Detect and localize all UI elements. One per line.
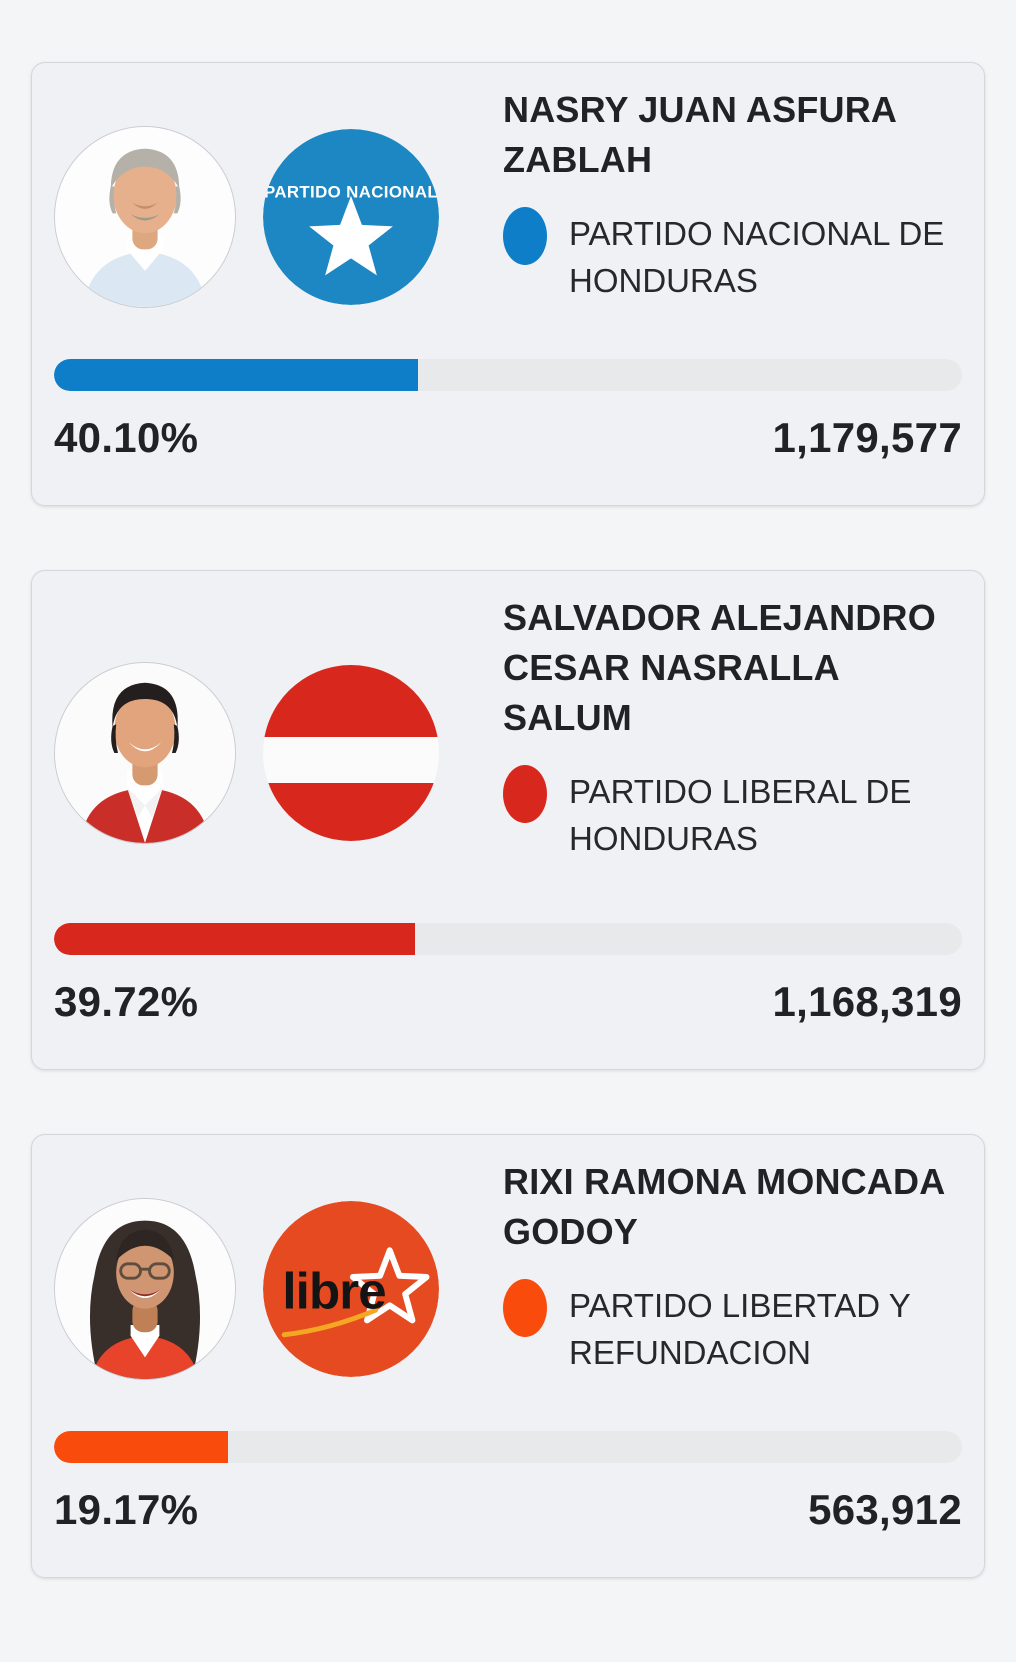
vote-progress-track	[54, 1431, 962, 1463]
candidate-info: RIXI RAMONA MONCADA GODOY PARTIDO LIBERT…	[503, 1147, 962, 1431]
stats-row: 19.17% 563,912	[54, 1489, 962, 1531]
candidate-info: SALVADOR ALEJANDRO CESAR NASRALLA SALUM …	[503, 583, 962, 923]
candidate-card: SALVADOR ALEJANDRO CESAR NASRALLA SALUM …	[31, 570, 985, 1070]
party-row: PARTIDO LIBERTAD Y REFUNDACION	[503, 1279, 962, 1376]
party-row: PARTIDO LIBERAL DE HONDURAS	[503, 765, 962, 862]
older-man-avatar-illustration	[55, 127, 235, 307]
votes-label: 1,168,319	[772, 978, 962, 1025]
party-color-dot	[503, 207, 547, 265]
votes-label: 1,179,577	[772, 414, 962, 461]
vote-progress-track	[54, 359, 962, 391]
candidate-name: SALVADOR ALEJANDRO CESAR NASRALLA SALUM	[503, 597, 936, 738]
partido-nacional-logo-icon: PARTIDO NACIONAL	[263, 129, 439, 305]
stats-row: 40.10% 1,179,577	[54, 417, 962, 459]
star-icon	[309, 195, 393, 276]
candidate-name: RIXI RAMONA MONCADA GODOY	[503, 1161, 946, 1252]
candidate-media	[54, 662, 439, 844]
party-name: PARTIDO LIBERAL DE HONDURAS	[569, 773, 912, 857]
card-top-section: libre RIXI RAMONA MONCADA GODOY PARTIDO …	[54, 1147, 962, 1431]
candidate-info: NASRY JUAN ASFURA ZABLAH PARTIDO NACIONA…	[503, 75, 962, 359]
candidate-photo	[54, 1198, 236, 1380]
candidate-media: libre	[54, 1198, 439, 1380]
party-color-dot	[503, 765, 547, 823]
percent-label: 19.17%	[54, 1486, 199, 1533]
percent-label: 39.72%	[54, 978, 199, 1025]
candidate-media: PARTIDO NACIONAL	[54, 126, 439, 308]
stats-row: 39.72% 1,168,319	[54, 981, 962, 1023]
candidate-card: PARTIDO NACIONAL NASRY JUAN ASFURA ZABLA…	[31, 62, 985, 506]
man-red-jacket-avatar-illustration	[55, 663, 235, 843]
vote-progress-fill	[54, 923, 415, 955]
vote-progress-track	[54, 923, 962, 955]
candidate-photo	[54, 126, 236, 308]
libre-logo-icon: libre	[263, 1201, 439, 1377]
woman-glasses-avatar-illustration	[55, 1199, 235, 1379]
percent-label: 40.10%	[54, 414, 199, 461]
party-logo-label: PARTIDO NACIONAL	[264, 183, 438, 202]
party-name: PARTIDO NACIONAL DE HONDURAS	[569, 215, 945, 299]
libre-logo-label: libre	[282, 1262, 385, 1319]
candidate-card: libre RIXI RAMONA MONCADA GODOY PARTIDO …	[31, 1134, 985, 1578]
vote-progress-fill	[54, 1431, 229, 1463]
candidate-name: NASRY JUAN ASFURA ZABLAH	[503, 89, 898, 180]
swoosh-icon	[281, 1307, 379, 1338]
party-color-dot	[503, 1279, 547, 1337]
candidate-photo	[54, 662, 236, 844]
star-outline-icon	[349, 1247, 430, 1324]
vote-progress-fill	[54, 359, 419, 391]
party-row: PARTIDO NACIONAL DE HONDURAS	[503, 207, 962, 304]
card-top-section: PARTIDO NACIONAL NASRY JUAN ASFURA ZABLA…	[54, 75, 962, 359]
party-logo-libre: libre	[263, 1201, 439, 1377]
votes-label: 563,912	[808, 1486, 962, 1533]
party-name: PARTIDO LIBERTAD Y REFUNDACION	[569, 1287, 911, 1371]
party-logo-partido-liberal	[263, 665, 439, 841]
party-logo-partido-nacional: PARTIDO NACIONAL	[263, 129, 439, 305]
card-top-section: SALVADOR ALEJANDRO CESAR NASRALLA SALUM …	[54, 583, 962, 923]
